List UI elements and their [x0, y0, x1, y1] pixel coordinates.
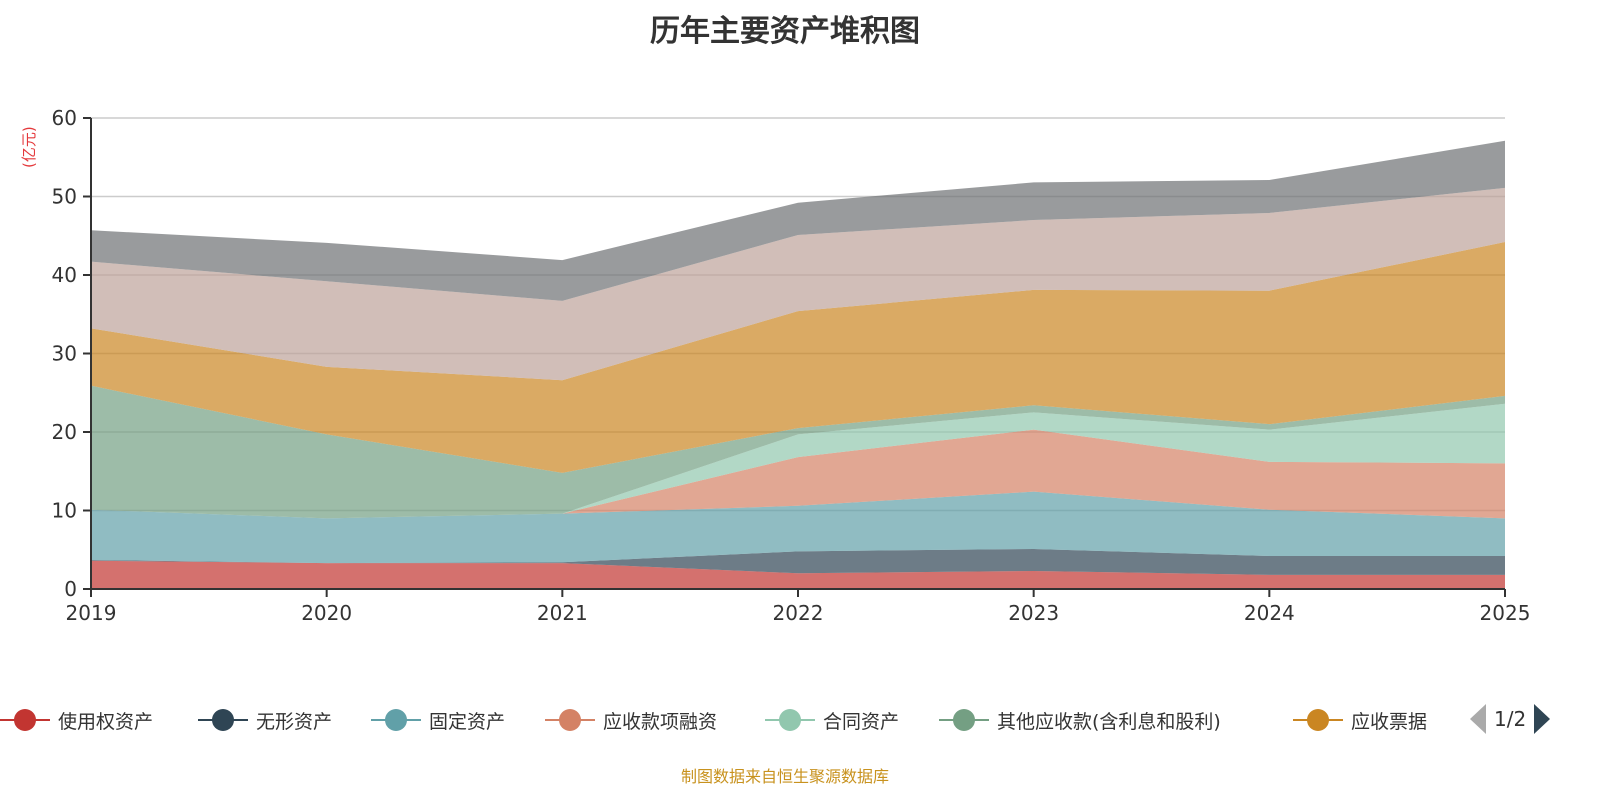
x-tick-label: 2024 — [1244, 601, 1295, 625]
legend-marker-icon — [765, 706, 815, 734]
x-tick-label: 2023 — [1008, 601, 1059, 625]
area-series-1[interactable] — [91, 560, 1505, 589]
x-tick-label: 2019 — [66, 601, 117, 625]
legend-label: 无形资产 — [256, 710, 333, 733]
legend-item[interactable]: 无形资产 — [198, 706, 332, 734]
legend-next-icon[interactable] — [1534, 704, 1551, 734]
data-source-note: 制图数据来自恒生聚源数据库 — [680, 767, 889, 786]
area-series-7[interactable] — [91, 242, 1505, 473]
y-tick-label: 20 — [52, 420, 77, 444]
legend-item[interactable]: 应收款项融资 — [545, 706, 717, 734]
legend-marker-icon — [939, 706, 989, 734]
area-series-4[interactable] — [91, 429, 1505, 519]
legend-label: 使用权资产 — [58, 710, 154, 733]
area-series-2[interactable] — [91, 548, 1505, 575]
area-series-9[interactable] — [91, 140, 1505, 301]
x-tick-label: 2022 — [773, 601, 824, 625]
area-series-3[interactable] — [91, 491, 1505, 564]
legend-item[interactable]: 应收票据 — [1293, 706, 1427, 734]
legend-item[interactable]: 合同资产 — [765, 706, 899, 734]
chart-title: 历年主要资产堆积图 — [650, 14, 920, 49]
x-tick-label: 2025 — [1480, 601, 1531, 625]
area-series-5[interactable] — [91, 403, 1505, 519]
y-tick-label: 30 — [52, 342, 77, 366]
legend-label: 应收票据 — [1351, 710, 1428, 733]
legend-page-indicator: 1/2 — [1494, 707, 1527, 731]
y-tick-label: 60 — [52, 106, 77, 130]
legend-marker-icon — [545, 706, 595, 734]
legend-pager: 1/2 — [1470, 704, 1551, 734]
area-series-8[interactable] — [91, 187, 1505, 381]
legend-item[interactable]: 使用权资产 — [0, 706, 153, 734]
legend-marker-icon — [1293, 706, 1343, 734]
legend-label: 固定资产 — [429, 710, 506, 733]
x-tick-label: 2021 — [537, 601, 588, 625]
legend-marker-icon — [198, 706, 248, 734]
legend-item[interactable]: 其他应收款(含利息和股利) — [939, 706, 1221, 734]
area-series-6[interactable] — [91, 385, 1505, 519]
legend-prev-icon[interactable] — [1470, 704, 1486, 734]
y-tick-label: 10 — [52, 499, 77, 523]
x-tick-label: 2020 — [301, 601, 352, 625]
legend: 使用权资产 无形资产 固定资产 应收款项融资 合同资产 其他应收款(含利息和股利) 应收票据 — [0, 706, 1600, 736]
y-tick-label: 50 — [52, 185, 77, 209]
legend-label: 其他应收款(含利息和股利) — [997, 710, 1221, 733]
legend-label: 合同资产 — [823, 710, 900, 733]
legend-marker-icon — [371, 706, 421, 734]
y-tick-label: 40 — [52, 263, 77, 287]
legend-marker-icon — [0, 706, 50, 734]
legend-label: 应收款项融资 — [603, 710, 718, 733]
legend-item[interactable]: 固定资产 — [371, 706, 505, 734]
y-tick-label: 0 — [64, 577, 77, 601]
stacked-area-chart: 0 10 20 30 40 50 60 2019 2020 2021 2022 2023 2024 202… — [52, 106, 1531, 625]
